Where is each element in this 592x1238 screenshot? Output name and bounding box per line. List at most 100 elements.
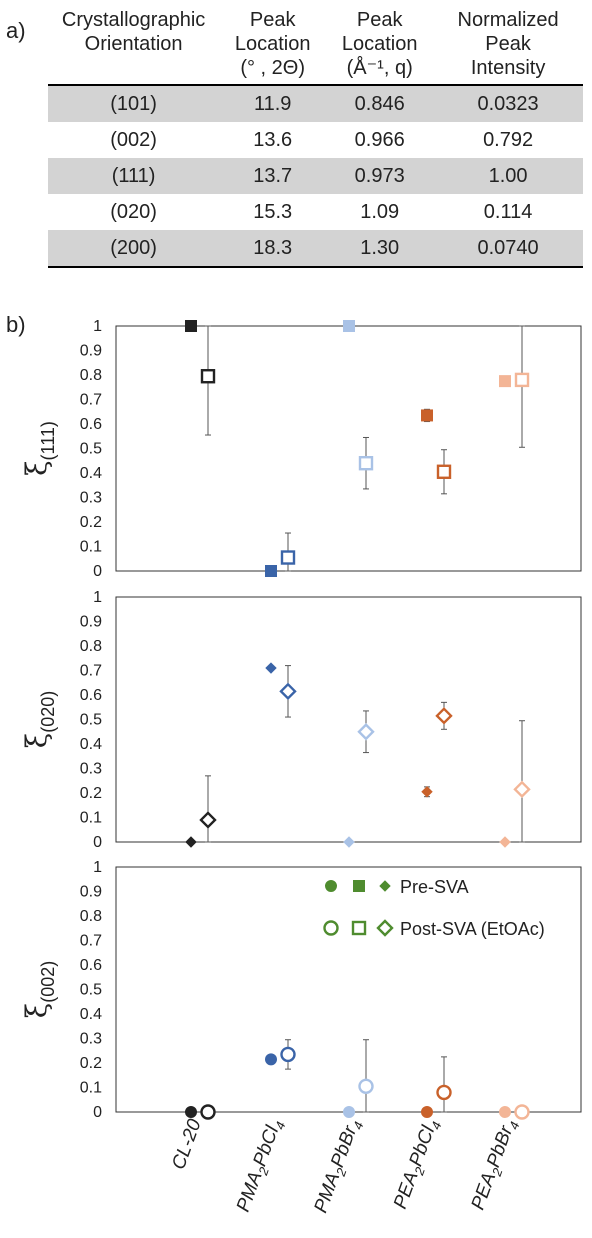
header-q-line1: Peak [356,9,403,31]
post-sva-point [358,456,374,471]
pre-sva-point [499,375,511,388]
plot-frame [115,325,582,572]
pre-sva-point [185,320,197,332]
header-intensity: Normalized Peak Intensity [433,8,583,86]
header-peak-q: Peak Location (Å⁻¹, q) [326,8,434,86]
x-category-base: PbBr [327,1123,361,1171]
y-tick-label: 0.8 [80,367,102,384]
post-sva-point [358,1078,374,1094]
y-tick-label: 0.4 [80,1006,102,1023]
y-tick-label: 0.5 [80,982,102,999]
pre-sva-point [499,1106,511,1118]
table-cell: (111) [48,158,220,194]
x-category-subscript: 4 [428,1120,445,1132]
post-sva-point [280,1046,296,1063]
table-row: (020) 15.3 1.09 0.114 [48,194,583,230]
y-tick-label: 0.7 [80,392,102,409]
y-axis-label-subscript: (020) [38,691,58,733]
y-tick-label: 0.8 [80,638,102,655]
header-q-line2: Location [341,33,418,55]
plot-frame [115,866,582,1113]
x-category-base: PMA [233,1169,267,1215]
pre-sva-point [343,320,355,332]
pre-sva-point [185,1106,197,1118]
header-orientation-line2: Orientation [84,33,183,55]
x-category-subscript: 4 [506,1120,523,1132]
pre-sva-point [265,565,277,577]
y-tick-label: 0.5 [80,712,102,729]
post-sva-point [514,372,530,388]
table-row: (101) 11.9 0.846 0.0323 [48,85,583,122]
y-tick-label: 1 [93,589,102,606]
table-cell: 0.114 [483,200,533,223]
table-cell: 1.30 [326,230,434,268]
table-cell: 13.6 [253,128,293,151]
x-category-label: PEA2PbCl4 [390,1117,445,1213]
y-tick-label: 1 [93,859,102,876]
pre-sva-point [421,786,433,798]
post-sva-point [280,550,296,565]
y-tick-label: 0.7 [80,663,102,680]
table-cell: 0.0740 [433,230,583,268]
panel-b-label: b) [6,312,26,337]
header-intensity-line3: Intensity [470,57,546,79]
legend-pre-sva: Pre-SVA [400,877,469,897]
table-cell: (101) [48,85,220,122]
header-orientation-line1: Crystallographic [61,9,206,31]
y-axis-label-subscript: (002) [38,961,58,1003]
legend-diamond-filled-icon [379,880,391,892]
table-cell: 0.966 [354,128,405,151]
legend-diamond-open-icon [376,919,394,937]
table-cell: 15.3 [253,200,293,223]
header-2theta-line1: Peak [249,9,296,31]
table-cell: 0.792 [483,128,534,151]
y-tick-label: 0.9 [80,343,102,360]
panel-a-label: a) [6,18,26,43]
table-cell: 0.973 [326,158,434,194]
table-row: (111) 13.7 0.973 1.00 [48,158,583,194]
y-tick-label: 0.1 [80,1080,102,1097]
y-tick-label: 0.6 [80,416,102,433]
y-tick-label: 0.9 [80,614,102,631]
y-axis-label: ξ(111) [20,421,58,476]
y-tick-label: 0.9 [80,884,102,901]
table-cell: 13.7 [219,158,327,194]
x-category-subscript: 4 [272,1120,289,1132]
post-sva-point [513,780,531,799]
post-sva-point [436,1084,452,1101]
y-tick-label: 0 [93,1104,102,1121]
table-cell: (020) [110,200,157,223]
y-tick-label: 0.3 [80,1031,102,1048]
header-intensity-line2: Peak [485,33,531,55]
x-category-label: PEA2PbBr4 [468,1117,523,1214]
pre-sva-point [421,409,433,422]
y-tick-label: 0.2 [80,514,102,531]
x-category-base: PMA [310,1170,344,1216]
y-tick-label: 0.1 [80,810,102,827]
y-axis-label: ξ(020) [20,691,58,748]
y-tick-label: 1 [93,318,102,335]
x-category-label: PMA2PbBr4 [310,1117,366,1217]
y-tick-label: 0.5 [80,441,102,458]
y-tick-label: 0 [93,834,102,851]
post-sva-point [357,723,375,741]
header-orientation: Crystallographic Orientation [48,8,220,86]
pre-sva-point [265,1053,277,1066]
post-sva-point [200,369,216,384]
table-row: (002) 13.6 0.966 0.792 [48,122,583,158]
table-cell: 1.09 [360,200,400,223]
y-tick-label: 0.4 [80,465,102,482]
table-cell: 1.00 [433,158,583,194]
table-cell: 0.846 [326,85,434,122]
y-tick-label: 0.1 [80,539,102,556]
table-row: (200) 18.3 1.30 0.0740 [48,230,583,268]
pre-sva-point [343,836,355,848]
pre-sva-point [343,1106,355,1118]
table-cell: 11.9 [219,85,327,122]
post-sva-point [279,682,297,701]
y-axis-label: ξ(002) [20,961,58,1018]
y-tick-label: 0.7 [80,933,102,950]
post-sva-point [199,811,217,829]
legend-post-sva: Post-SVA (EtOAc) [400,919,545,939]
